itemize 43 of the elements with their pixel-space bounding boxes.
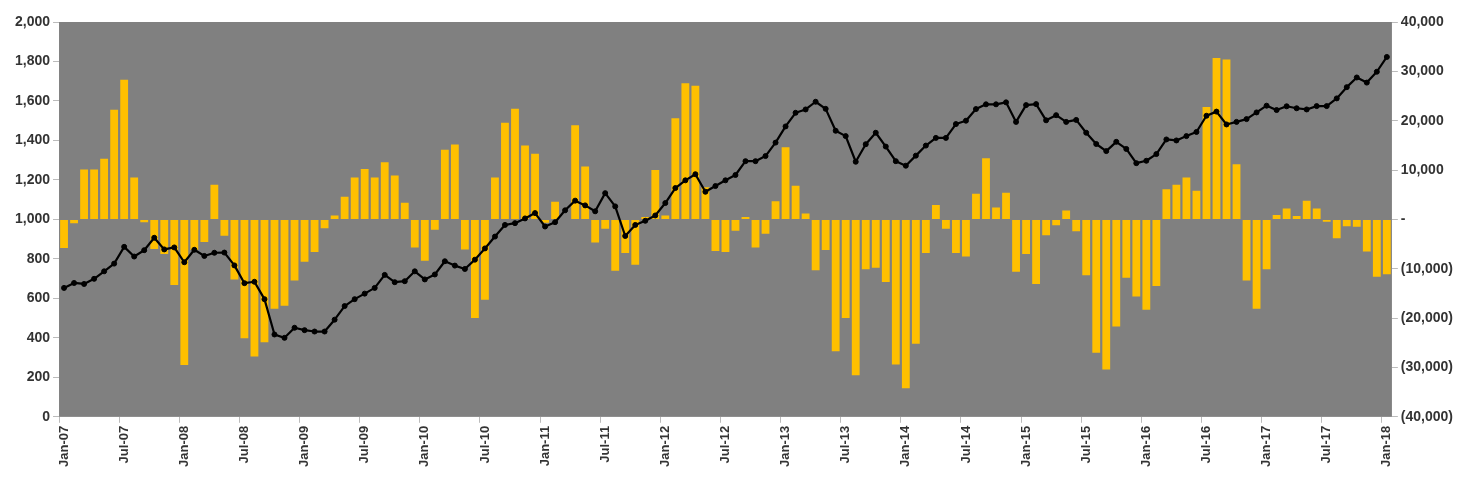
x-tick-label: Jul-17 [1318,425,1334,464]
y-tick-label: 0 [42,407,51,424]
x-tick-label: Jan-16 [1137,425,1153,468]
x-tick-label: Jan-14 [897,425,913,468]
y-tick-label: 400 [26,328,51,345]
x-tick-label: Jan-08 [175,425,191,468]
x-tick-label: Jul-09 [356,425,372,464]
x-tick-label: Jul-13 [837,425,853,464]
y-tick-label: 200 [26,368,51,385]
x-tick-label: Jan-12 [656,425,672,468]
x-tick-label: Jan-18 [1378,425,1394,468]
y2-tick-label: 40,000 [1400,12,1444,29]
x-tick-label: Jan-13 [777,425,793,468]
y-tick-label: 1,400 [14,131,51,148]
x-tick-label: Jul-15 [1077,425,1093,464]
y-tick-label: 600 [26,289,51,306]
y-tick-label: 800 [26,249,51,266]
x-tick-label: Jul-14 [957,425,973,464]
x-tick-label: Jul-16 [1198,425,1214,464]
y2-tick-label: 10,000 [1400,160,1444,177]
y2-tick-label: (10,000) [1400,259,1454,276]
y2-tick-label: (40,000) [1400,407,1454,424]
x-tick-label: Jan-15 [1017,425,1033,468]
y2-tick-label: 20,000 [1400,111,1444,128]
y2-tick-label: 30,000 [1400,62,1444,79]
x-tick-label: Jul-10 [476,425,492,464]
y2-tick-label: (30,000) [1400,358,1454,375]
x-tick-label: Jan-09 [296,425,312,468]
y-tick-label: 1,600 [14,91,51,108]
y2-tick-label: (20,000) [1400,308,1454,325]
x-tick-label: Jul-11 [596,425,612,463]
x-tick-label: Jan-11 [536,425,552,467]
x-tick-label: Jan-17 [1258,425,1274,468]
x-tick-label: Jan-07 [55,425,71,468]
y-tick-label: 1,800 [14,52,51,69]
y-tick-label: 1,000 [14,210,51,227]
y-tick-label: 1,200 [14,170,51,187]
x-tick-label: Jul-08 [236,425,251,464]
x-tick-label: Jan-10 [416,425,432,468]
y2-tick-label: - [1400,210,1406,227]
x-tick-label: Jul-07 [115,425,131,464]
y-tick-label: 2,000 [14,12,51,29]
x-tick-label: Jul-12 [717,425,733,464]
